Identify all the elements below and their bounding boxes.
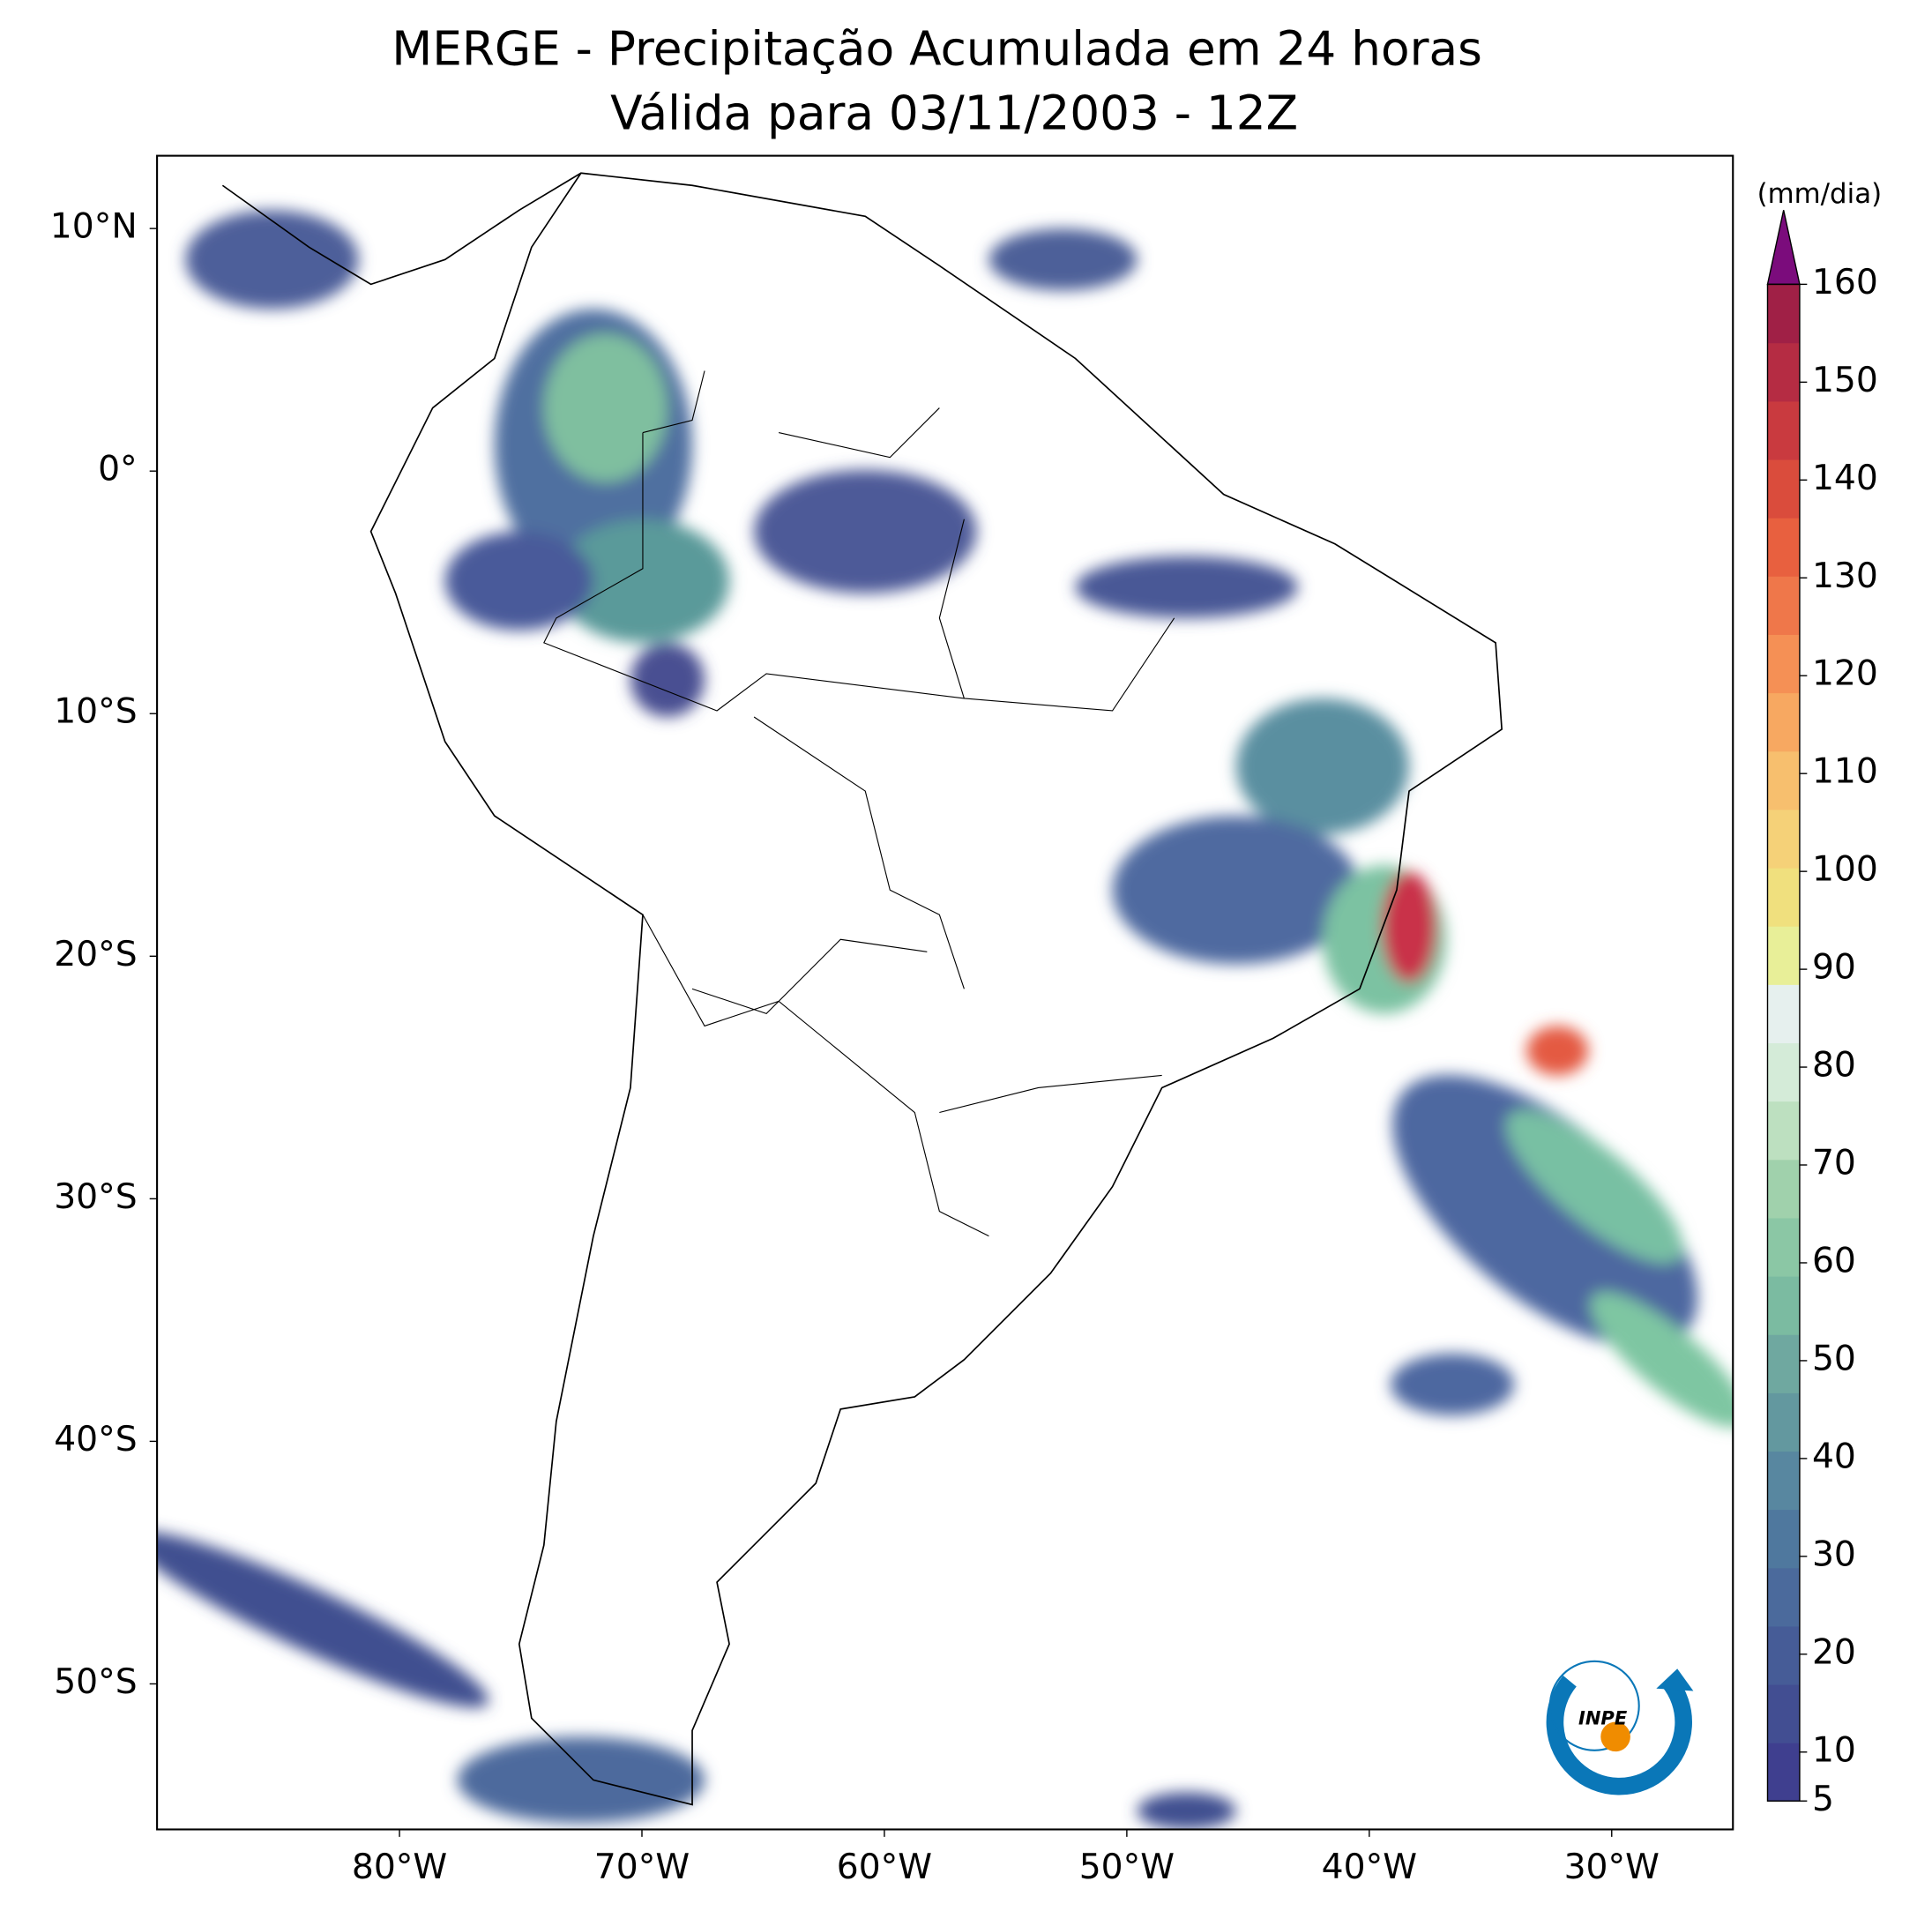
colorbar-band [1767,342,1800,402]
colorbar-band [1767,1042,1800,1102]
lon-tick-label: 30°W [1564,1848,1660,1887]
colorbar-band [1767,634,1800,694]
colorbar-band [1767,576,1800,635]
map-frame [156,154,1734,1831]
colorbar-band [1767,1101,1800,1161]
colorbar-band [1767,1567,1800,1627]
coastline [221,172,1503,1806]
colorbar-band [1767,400,1800,460]
colorbar-band [1767,1334,1800,1393]
colorbar-band [1767,1275,1800,1335]
lon-tick-label: 60°W [837,1848,932,1887]
colorbar-tick-label: 80 [1812,1046,1856,1086]
colorbar-frame [1766,283,1801,1802]
lat-tick-label: 40°S [54,1420,137,1459]
colorbar-tick-label: 50 [1812,1339,1856,1378]
lon-tick-label: 70°W [594,1848,690,1887]
colorbar-tick-label: 70 [1812,1144,1856,1183]
colorbar-tick-label: 110 [1812,752,1878,792]
colorbar-band [1767,1625,1800,1685]
colorbar-tick-label: 30 [1812,1534,1856,1574]
colorbar-band [1767,926,1800,985]
colorbar: 5 10 20 30 40 50 60 70 80 90 100 110 120 130 140 150 160 [1766,210,1878,1819]
colorbar-band [1767,1159,1800,1219]
lon-tick-label: 80°W [352,1848,447,1887]
colorbar-tick-label: 130 [1812,556,1878,596]
colorbar-extend [1766,210,1801,286]
colorbar-tick-label: 160 [1812,263,1878,302]
colorbar-band [1767,750,1800,810]
colorbar-band [1767,984,1800,1044]
subtitle: Válida para 03/11/2003 - 12Z [610,86,1298,140]
borders [543,370,1175,1237]
colorbar-band [1767,867,1800,927]
colorbar-tick-label: 20 [1812,1632,1856,1672]
colorbar-label: (mm/dia) [1757,178,1883,210]
colorbar-band [1767,1392,1800,1452]
colorbar-band [1767,809,1800,869]
colorbar-band [1767,517,1800,577]
colorbar-tick-label: 5 [1812,1780,1834,1819]
colorbar-band [1767,1743,1800,1802]
colorbar-tick-label: 100 [1812,850,1878,890]
colorbar-band [1767,692,1800,752]
colorbar-tick-label: 150 [1812,361,1878,400]
colorbar-band [1767,1509,1800,1569]
colorbar-band [1767,284,1800,344]
colorbar-tick-label: 10 [1812,1730,1856,1770]
title: MERGE - Precipitação Acumulada em 24 hor… [392,22,1482,77]
lat-tick-label: 10°N [50,207,138,247]
lat-tick-label: 30°S [54,1177,137,1217]
lon-tick-label: 40°W [1322,1848,1417,1887]
colorbar-band [1767,1217,1800,1277]
lon-tick-label: 50°W [1079,1848,1175,1887]
lat-tick-label: 20°S [54,935,137,974]
colorbar-tick-label: 60 [1812,1241,1856,1280]
logo-text: INPE [1578,1707,1628,1729]
precip-field [157,210,1734,1830]
colorbar-tick-label: 120 [1812,654,1878,694]
colorbar-tick-label: 140 [1812,459,1878,498]
colorbar-band [1767,459,1800,519]
map-area [157,172,1734,1830]
colorbar-band [1767,1683,1800,1743]
lat-tick-label: 50°S [54,1662,137,1702]
lat-tick-label: 0° [98,450,138,489]
colorbar-tick-label: 90 [1812,948,1856,988]
lat-tick-label: 10°S [54,692,137,732]
colorbar-tick-label: 40 [1812,1437,1856,1476]
logo: INPE [1546,1660,1694,1795]
colorbar-band [1767,1451,1800,1511]
